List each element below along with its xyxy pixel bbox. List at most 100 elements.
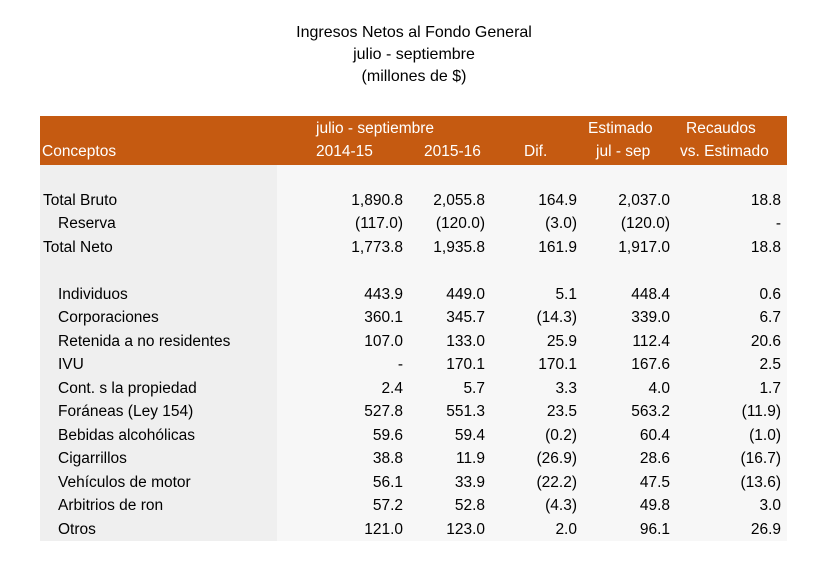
table-row: Individuos 443.9 449.0 5.1 448.4 0.6 xyxy=(40,283,787,307)
header-vs-estimado: vs. Estimado xyxy=(680,142,769,160)
table-row: Arbitrios de ron 57.2 52.8 (4.3) 49.8 3.… xyxy=(40,494,787,518)
row-value-2015-16: 1,935.8 xyxy=(433,238,485,256)
header-year-1: 2014-15 xyxy=(316,142,373,160)
table-row: Total Neto 1,773.8 1,935.8 161.9 1,917.0… xyxy=(40,236,787,260)
row-value-vs-estimado: - xyxy=(775,215,781,232)
row-value-2014-15: 527.8 xyxy=(364,403,403,420)
row-value-vs-estimado: 18.8 xyxy=(750,191,781,209)
header-jul-sep: jul - sep xyxy=(596,142,651,160)
row-value-vs-estimado: 20.6 xyxy=(750,332,781,350)
spacer-row xyxy=(40,165,787,189)
table-row: Cont. s la propiedad 2.4 5.7 3.3 4.0 1.7 xyxy=(40,377,787,401)
table-row: Cigarrillos 38.8 11.9 (26.9) 28.6 (16.7) xyxy=(40,447,787,471)
row-value-dif: (3.0) xyxy=(545,215,577,232)
row-label: IVU xyxy=(58,356,84,373)
title-line-3: (millones de $) xyxy=(361,68,467,85)
header-year-2: 2015-16 xyxy=(424,142,481,160)
report-title: Ingresos Netos al Fondo General julio - … xyxy=(0,22,821,88)
row-label: Total Neto xyxy=(43,238,113,256)
row-label: Total Bruto xyxy=(43,191,118,209)
row-value-estimado: 563.2 xyxy=(631,403,670,420)
spacer-row xyxy=(40,259,787,283)
row-value-estimado: (120.0) xyxy=(620,215,670,232)
table-row: Bebidas alcohólicas 59.6 59.4 (0.2) 60.4… xyxy=(40,424,787,448)
row-value-dif: (0.2) xyxy=(545,426,577,444)
row-value-vs-estimado: (11.9) xyxy=(741,403,781,420)
row-value-estimado: 4.0 xyxy=(648,379,670,397)
row-value-2015-16: 52.8 xyxy=(454,497,485,514)
row-label: Foráneas (Ley 154) xyxy=(58,403,194,420)
header-period: julio - septiembre xyxy=(316,120,435,137)
row-value-estimado: 47.5 xyxy=(639,473,670,491)
row-value-vs-estimado: 18.8 xyxy=(750,238,781,256)
row-value-estimado: 49.8 xyxy=(639,497,670,514)
row-value-2014-15: 1,773.8 xyxy=(351,238,403,256)
row-value-dif: 5.1 xyxy=(555,285,577,303)
row-value-2014-15: 1,890.8 xyxy=(351,191,403,209)
row-label: Corporaciones xyxy=(58,309,159,326)
row-label: Vehículos de motor xyxy=(58,473,191,491)
row-value-estimado: 112.4 xyxy=(632,332,670,350)
row-value-vs-estimado: (13.6) xyxy=(740,473,782,491)
row-value-2015-16: 170.1 xyxy=(446,356,485,373)
table-row: IVU - 170.1 170.1 167.6 2.5 xyxy=(40,353,787,377)
row-value-2014-15: 38.8 xyxy=(372,450,403,467)
table-row: Total Bruto 1,890.8 2,055.8 164.9 2,037.… xyxy=(40,189,787,213)
row-value-2015-16: 345.7 xyxy=(446,309,485,326)
row-value-dif: 23.5 xyxy=(546,403,577,420)
row-label: Retenida a no residentes xyxy=(58,332,231,350)
row-value-2014-15: (117.0) xyxy=(355,215,403,232)
header-row-1: julio - septiembre Estimado Recaudos xyxy=(40,116,787,141)
table-body: Total Bruto 1,890.8 2,055.8 164.9 2,037.… xyxy=(40,165,787,541)
row-value-2014-15: 59.6 xyxy=(372,426,403,444)
row-value-2015-16: 59.4 xyxy=(454,426,485,444)
row-value-2014-15: - xyxy=(397,356,403,373)
revenue-table: julio - septiembre Estimado Recaudos Con… xyxy=(40,116,787,541)
row-value-2014-15: 57.2 xyxy=(372,497,403,514)
row-value-vs-estimado: 1.7 xyxy=(759,379,781,397)
row-value-2014-15: 56.1 xyxy=(372,473,403,491)
header-row-2: Conceptos 2014-15 2015-16 Dif. jul - sep… xyxy=(40,140,787,165)
header-dif: Dif. xyxy=(524,142,548,160)
row-value-dif: 2.0 xyxy=(555,520,577,538)
row-value-dif: 170.1 xyxy=(538,356,577,373)
row-label: Reserva xyxy=(58,215,116,232)
label-column-bg xyxy=(40,165,277,541)
row-value-vs-estimado: 6.7 xyxy=(759,309,781,326)
row-value-dif: 25.9 xyxy=(546,332,577,350)
row-value-dif: 3.3 xyxy=(555,379,577,397)
row-value-vs-estimado: (1.0) xyxy=(749,426,781,444)
row-value-2015-16: 2,055.8 xyxy=(433,191,485,209)
row-label: Otros xyxy=(58,520,96,538)
row-value-2015-16: 449.0 xyxy=(446,285,485,303)
row-value-2015-16: 123.0 xyxy=(446,520,485,538)
title-line-2: julio - septiembre xyxy=(353,46,475,63)
row-value-vs-estimado: 0.6 xyxy=(759,285,781,303)
row-label: Arbitrios de ron xyxy=(58,497,164,514)
row-value-dif: (26.9) xyxy=(536,450,578,467)
table-row: Vehículos de motor 56.1 33.9 (22.2) 47.5… xyxy=(40,471,787,495)
row-value-2015-16: 133.0 xyxy=(446,332,485,350)
row-label: Bebidas alcohólicas xyxy=(58,426,196,444)
row-value-2014-15: 107.0 xyxy=(364,332,403,350)
table-row: Foráneas (Ley 154) 527.8 551.3 23.5 563.… xyxy=(40,400,787,424)
row-value-dif: 164.9 xyxy=(538,191,577,209)
row-value-vs-estimado: 26.9 xyxy=(750,520,781,538)
row-value-2014-15: 121.0 xyxy=(364,520,403,538)
row-value-dif: 161.9 xyxy=(538,238,577,256)
row-value-2015-16: 5.7 xyxy=(463,379,485,397)
row-value-vs-estimado: 2.5 xyxy=(759,356,781,373)
row-value-2015-16: (120.0) xyxy=(435,215,485,232)
row-value-2014-15: 443.9 xyxy=(364,285,403,303)
row-value-2015-16: 551.3 xyxy=(446,403,485,420)
row-value-dif: (4.3) xyxy=(545,497,577,514)
row-value-estimado: 96.1 xyxy=(639,520,670,538)
row-value-estimado: 1,917.0 xyxy=(618,238,670,256)
row-value-estimado: 339.0 xyxy=(631,309,670,326)
header-recaudos: Recaudos xyxy=(686,120,756,137)
row-label: Individuos xyxy=(58,285,128,303)
table-row: Retenida a no residentes 107.0 133.0 25.… xyxy=(40,330,787,354)
row-value-2015-16: 11.9 xyxy=(455,450,485,467)
row-value-vs-estimado: 3.0 xyxy=(759,497,781,514)
row-value-vs-estimado: (16.7) xyxy=(740,450,782,467)
